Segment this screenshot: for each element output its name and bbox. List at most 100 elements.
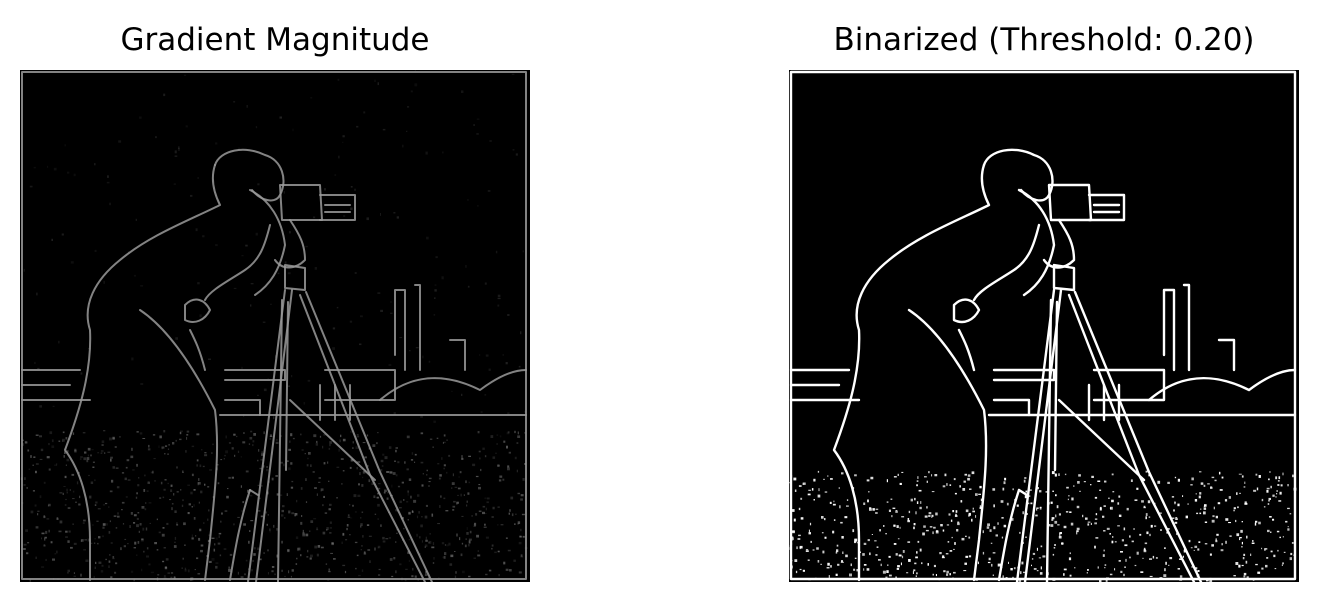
speckle [157,574,160,576]
speckle [140,383,144,385]
speckle [1278,476,1281,480]
speckle [432,542,435,546]
speckle [367,549,371,551]
speckle [1199,471,1202,473]
speckle [213,549,216,552]
speckle [324,512,328,514]
speckle [1267,529,1270,533]
speckle [399,563,402,566]
speckle [349,466,352,469]
speckle [1188,539,1191,543]
speckle [945,553,949,555]
speckle [196,459,199,462]
speckle [975,515,977,518]
speckle [482,505,486,508]
speckle [314,487,317,489]
speckle [382,540,386,543]
speckle [116,486,120,489]
speckle [174,536,177,540]
speckle [170,572,174,574]
speckle [443,556,446,559]
speckle [220,459,223,461]
speckle [928,512,932,515]
speckle [471,515,473,517]
speckle [475,513,478,516]
speckle [409,350,411,352]
speckle [1059,532,1062,535]
speckle [383,491,386,494]
speckle [928,471,930,474]
speckle [992,488,996,491]
speckle [522,478,525,481]
speckle [259,467,263,470]
speckle [329,532,332,534]
speckle [475,475,479,478]
speckle [1203,505,1206,508]
edge-path [992,398,1031,417]
speckle [842,551,844,554]
speckle [26,552,29,555]
speckle [233,523,235,526]
speckle [451,482,455,485]
speckle [1069,552,1071,555]
speckle [121,472,125,474]
speckle [1238,473,1242,475]
speckle [1225,540,1227,544]
speckle [302,532,305,535]
speckle [310,520,314,523]
speckle [468,481,471,484]
speckle [286,493,288,496]
speckle [1118,560,1121,562]
speckle [428,540,432,544]
speckle [322,445,324,449]
speckle [887,564,889,566]
speckle [885,533,887,535]
speckle [191,537,194,540]
speckle [893,476,897,478]
speckle [907,541,911,543]
speckle [846,505,849,507]
speckle [345,539,348,541]
speckle [1143,550,1147,553]
speckle [306,464,309,467]
speckle [407,492,409,496]
speckle [356,434,359,436]
speckle [794,559,798,562]
speckle [340,434,342,438]
speckle [228,569,231,572]
speckle [336,497,338,499]
speckle [472,463,476,467]
speckle [428,485,430,487]
texture-speckles [20,430,528,582]
speckle [875,512,878,514]
speckle [477,554,481,557]
speckle [129,525,131,528]
speckle [917,476,919,479]
speckle [51,238,53,241]
speckle [457,494,459,496]
speckle [173,576,176,578]
speckle [474,522,477,526]
speckle [83,519,86,522]
speckle [987,523,990,527]
speckle [456,533,458,537]
speckle [84,451,87,454]
speckle [1136,487,1139,490]
speckle [1191,566,1194,568]
speckle [86,457,90,460]
speckle [1203,511,1206,515]
speckle [1051,471,1055,475]
speckle [485,536,489,539]
edge-path [284,264,306,291]
speckle [271,566,275,568]
speckle [408,539,411,541]
speckle [390,301,392,303]
speckle [294,515,296,517]
speckle [417,494,420,497]
speckle [422,473,424,475]
edge-path [285,301,289,471]
speckle [199,464,202,468]
speckle [245,559,248,562]
speckle [274,573,276,576]
speckle [395,509,398,512]
